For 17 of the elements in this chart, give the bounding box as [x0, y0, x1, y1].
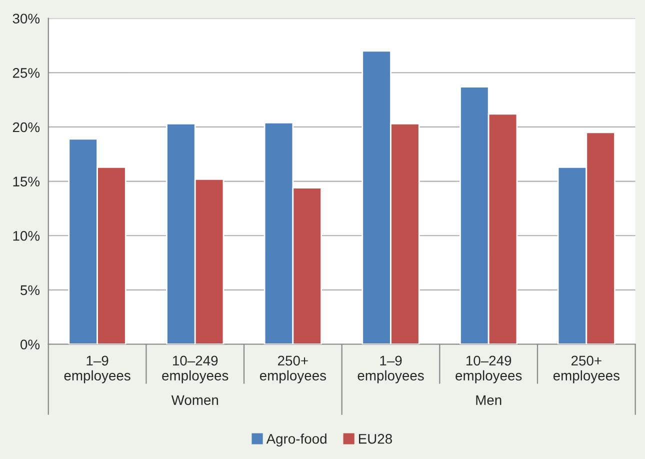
x-tick-label: 10–249 employees — [162, 356, 228, 384]
legend-label: EU28 — [358, 434, 392, 444]
y-tick-label: 25% — [12, 68, 40, 78]
x-tick-label: 250+ employees — [260, 356, 326, 384]
x-tick-label: 1–9 employees — [64, 356, 130, 384]
legend-label: Agro-food — [266, 434, 326, 446]
x-tick-label: 1–9 employees — [358, 356, 424, 384]
y-tick-label: 5% — [20, 285, 40, 296]
y-tick-label: 10% — [13, 230, 40, 241]
x-tick-label: 250+ employees — [553, 356, 620, 384]
y-tick-label: 15% — [13, 176, 40, 186]
x-tick-label: 10–249 employees — [456, 356, 522, 384]
y-tick-label: 0% — [20, 340, 40, 350]
y-tick-label: 30% — [12, 14, 40, 24]
text: Men — [476, 395, 502, 406]
text: Women — [171, 395, 218, 406]
y-tick-label: 20% — [12, 122, 40, 132]
